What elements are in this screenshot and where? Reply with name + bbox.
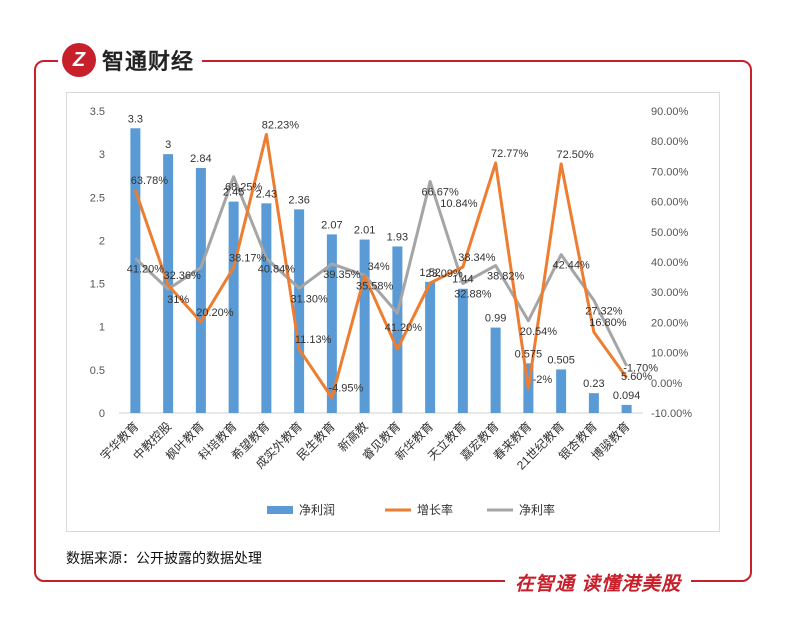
y-right-tick-label: 20.00% — [651, 317, 689, 329]
margin-data-label: 35.58% — [356, 280, 394, 292]
y-left-tick-label: 0.5 — [90, 365, 105, 377]
brand-logo: Z 智通财经 — [58, 40, 203, 80]
growth-data-label: 38.34% — [458, 252, 496, 264]
y-left-tick-label: 0 — [99, 408, 105, 420]
margin-data-label: 42.44% — [552, 260, 590, 272]
extra-data-label: 10.84% — [440, 198, 478, 210]
bar-data-label: 0.505 — [547, 354, 575, 366]
logo-icon: Z — [62, 43, 96, 77]
bar-data-label: 0.99 — [485, 313, 506, 325]
bar — [425, 281, 436, 413]
growth-data-label: 72.50% — [556, 149, 594, 161]
growth-data-label: 63.78% — [131, 175, 169, 187]
legend-label: 增长率 — [417, 502, 453, 517]
bar-data-label: 1.52 — [419, 267, 440, 279]
margin-data-label: 31.30% — [290, 293, 328, 305]
bar-data-label: 0.23 — [583, 378, 604, 390]
y-left-tick-label: 3.5 — [90, 106, 105, 118]
bar-data-label: 1.44 — [452, 274, 473, 286]
border-frame — [34, 60, 752, 582]
extra-data-label: 41.20% — [385, 322, 423, 334]
bar-data-label: 2.07 — [321, 219, 342, 231]
bar — [130, 128, 141, 413]
y-left-tick-label: 2.5 — [90, 192, 105, 204]
bar-data-label: 0.094 — [613, 390, 641, 402]
y-right-tick-label: 40.00% — [651, 257, 689, 269]
bar — [556, 369, 567, 413]
margin-data-label: 68.25% — [225, 182, 263, 194]
y-right-tick-label: 30.00% — [651, 287, 689, 299]
bar-data-label: 1.93 — [387, 231, 408, 243]
margin-data-label: 27.32% — [585, 305, 623, 317]
growth-data-label: 16.80% — [589, 317, 627, 329]
y-left-tick-label: 1 — [99, 322, 105, 334]
margin-data-label: 41.20% — [127, 263, 165, 275]
y-right-tick-label: 70.00% — [651, 166, 689, 178]
margin-data-label: 66.67% — [421, 186, 459, 198]
bar-data-label: 2.84 — [190, 153, 211, 165]
margin-data-label: 20.54% — [520, 326, 558, 338]
slogan-text: 在智通 读懂港美股 — [515, 573, 682, 595]
bar-data-label: 2.36 — [288, 194, 309, 206]
margin-data-label: 38.82% — [487, 271, 525, 283]
growth-data-label: 72.77% — [491, 148, 529, 160]
bar — [261, 203, 272, 413]
bar — [588, 393, 599, 413]
bar — [228, 201, 239, 413]
growth-data-label: 20.20% — [196, 307, 234, 319]
margin-data-label: 31% — [167, 294, 189, 306]
bar — [359, 239, 370, 413]
y-right-tick-label: 90.00% — [651, 106, 689, 118]
y-right-tick-label: 50.00% — [651, 227, 689, 239]
growth-data-label: -2% — [533, 374, 553, 386]
y-left-tick-label: 3 — [99, 149, 105, 161]
chart-area: 0 0.5 1 1.5 2 2.5 3 3.5 -10.00% 0.00% 10.00% 20.00%… — [66, 92, 720, 532]
margin-rate-line — [134, 175, 628, 367]
bar-data-label: 2.01 — [354, 225, 375, 237]
bar — [392, 246, 403, 413]
bar — [490, 327, 501, 413]
y-left-tick-label: 1.5 — [90, 279, 105, 291]
bar — [457, 288, 468, 413]
bar — [621, 404, 632, 413]
margin-data-label: 39.35% — [323, 269, 361, 281]
bar-data-label: 3 — [165, 139, 171, 151]
y-right-tick-label: -10.00% — [651, 408, 692, 420]
growth-data-label: 32.36% — [163, 270, 201, 282]
growth-data-label: 38.17% — [229, 253, 267, 265]
legend-label: 净利润 — [299, 503, 335, 517]
growth-data-label: 82.23% — [262, 119, 300, 131]
margin-data-label: 32.88% — [454, 289, 492, 301]
growth-data-label: 23.09% — [425, 268, 463, 280]
y-right-tick-label: 60.00% — [651, 197, 689, 209]
brand-name: 智通财经 — [102, 49, 195, 74]
bar-data-label: 2.43 — [256, 188, 277, 200]
y-right-tick-label: 80.00% — [651, 136, 689, 148]
margin-data-label: 5.60% — [621, 371, 652, 383]
y-right-tick-label: 10.00% — [651, 348, 689, 360]
bar-data-label: 2.45 — [223, 187, 244, 199]
y-left-tick-label: 2 — [99, 235, 105, 247]
slogan-box: 在智通 读懂港美股 — [505, 567, 692, 597]
bar — [294, 209, 305, 413]
legend-label: 净利率 — [519, 502, 555, 517]
growth-data-label: 11.13% — [295, 334, 332, 346]
bar — [326, 234, 337, 413]
growth-data-label: -4.95% — [328, 383, 363, 395]
growth-data-label: -1.70% — [623, 363, 658, 375]
growth-rate-line — [133, 132, 628, 400]
bar-data-label: 3.3 — [128, 113, 143, 125]
margin-data-label: 40.84% — [258, 263, 296, 275]
y-right-tick-label: 0.00% — [651, 378, 682, 390]
bar — [195, 167, 206, 413]
bar-data-label: 0.575 — [515, 348, 543, 360]
combo-chart: 00.511.522.533.5-10.00%0.00%10.00%20.00%… — [90, 106, 692, 517]
source-note: 数据来源：公开披露的数据处理 — [66, 550, 262, 566]
growth-data-label: 34% — [368, 261, 390, 273]
legend-swatch — [267, 506, 293, 514]
